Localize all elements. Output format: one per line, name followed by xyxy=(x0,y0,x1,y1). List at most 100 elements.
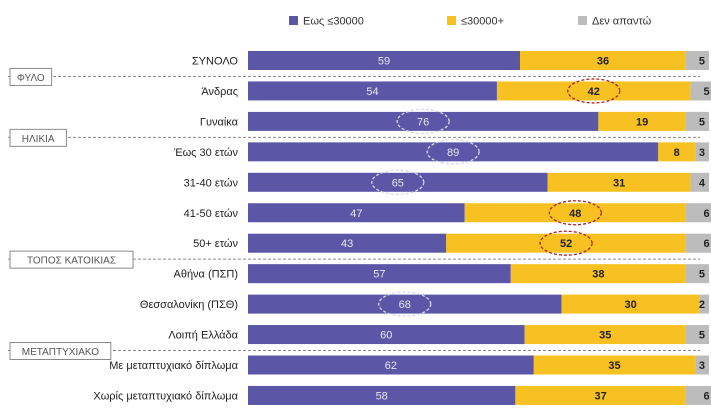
data-label-row4-series0: 65 xyxy=(392,177,404,189)
legend-swatch-1 xyxy=(447,16,456,25)
category-label-2: Γυναίκα xyxy=(200,116,239,128)
data-label-row9-series0: 60 xyxy=(380,330,392,342)
highlight-ellipse-1 xyxy=(396,108,450,135)
bar-row9-series0 xyxy=(248,325,525,345)
data-label-row6-series1: 52 xyxy=(560,238,572,250)
data-label-row10-series0: 62 xyxy=(385,360,397,372)
bar-row7-series2 xyxy=(685,264,709,284)
data-label-row5-series1: 48 xyxy=(569,208,581,220)
bar-row10-series1 xyxy=(533,355,696,375)
highlight-ellipse-6 xyxy=(378,291,432,317)
category-label-1: Άνδρας xyxy=(201,86,238,98)
data-label-row9-series2: 5 xyxy=(699,330,705,342)
data-label-row8-series1: 30 xyxy=(625,299,637,311)
bar-row1-series0 xyxy=(248,81,497,101)
data-label-row3-series2: 3 xyxy=(699,147,705,159)
bar-row9-series2 xyxy=(685,325,709,345)
bar-row5-series1 xyxy=(464,203,686,223)
bar-row4-series1 xyxy=(547,172,691,192)
bar-row11-series2 xyxy=(685,385,711,405)
legend-label-1: ≤30000+ xyxy=(461,16,504,28)
bar-row1-series1 xyxy=(496,81,691,101)
group-label-2: ΤΟΠΟΣ ΚΑΤΟΙΚΙΑΣ xyxy=(27,256,116,267)
data-label-row4-series1: 31 xyxy=(613,177,625,189)
category-label-6: 50+ ετών xyxy=(193,238,238,250)
bar-row1-series2 xyxy=(690,81,711,101)
group-label-box-0 xyxy=(9,67,53,86)
bar-row0-series2 xyxy=(685,51,709,70)
highlight-ellipse-2 xyxy=(426,139,480,165)
data-label-row2-series1: 19 xyxy=(636,116,648,128)
bar-row11-series0 xyxy=(248,385,516,405)
bar-row4-series2 xyxy=(690,172,709,192)
category-label-5: 41-50 ετών xyxy=(184,208,239,220)
legend-label-2: Δεν απαντώ xyxy=(592,16,652,28)
bar-row2-series2 xyxy=(685,111,709,131)
category-label-11: Χωρίς μεταπτυχιακό δίπλωμα xyxy=(93,390,238,402)
highlight-ellipse-3 xyxy=(371,169,425,195)
data-label-row3-series0: 89 xyxy=(447,147,459,159)
data-label-row6-series2: 6 xyxy=(703,238,709,250)
data-label-row5-series2: 6 xyxy=(703,208,709,220)
bar-row7-series0 xyxy=(248,264,511,284)
data-label-row2-series0: 76 xyxy=(417,116,429,128)
group-label-0: ΦΥΛΟ xyxy=(17,73,45,84)
data-label-row6-series0: 43 xyxy=(341,238,353,250)
category-label-3: Έως 30 ετών xyxy=(173,147,239,159)
data-label-row2-series2: 5 xyxy=(699,116,705,128)
data-label-row11-series2: 6 xyxy=(703,390,709,402)
legend-swatch-0 xyxy=(289,16,298,25)
legend-label-0: Εως ≤30000 xyxy=(303,16,364,28)
bar-row10-series0 xyxy=(248,355,534,375)
category-label-7: Αθήνα (ΠΣΠ) xyxy=(173,269,238,281)
data-label-row8-series2: 2 xyxy=(699,299,705,311)
group-label-box-2 xyxy=(9,250,134,269)
data-label-row0-series1: 36 xyxy=(597,56,609,68)
data-label-row5-series0: 47 xyxy=(350,208,362,220)
data-label-row4-series2: 4 xyxy=(699,177,706,189)
category-label-9: Λοιπή Ελλάδα xyxy=(168,330,238,342)
bar-row4-series0 xyxy=(248,172,548,192)
category-label-0: ΣΥΝΟΛΟ xyxy=(192,56,239,68)
data-label-row10-series1: 35 xyxy=(608,360,620,372)
data-label-row11-series1: 37 xyxy=(595,390,607,402)
bar-row6-series2 xyxy=(685,233,711,253)
bar-row2-series1 xyxy=(598,111,686,131)
bar-row5-series0 xyxy=(248,203,465,223)
bar-row8-series0 xyxy=(248,294,562,314)
bar-row3-series2 xyxy=(695,142,709,162)
data-label-row0-series0: 59 xyxy=(378,56,390,68)
bar-row2-series0 xyxy=(248,111,599,131)
group-label-box-3 xyxy=(9,342,112,360)
bar-row8-series1 xyxy=(561,294,700,314)
data-label-row7-series1: 38 xyxy=(592,269,604,281)
data-label-row1-series1: 42 xyxy=(588,86,600,98)
bar-row3-series0 xyxy=(248,142,659,162)
bar-row0-series1 xyxy=(519,51,686,70)
data-label-row9-series1: 35 xyxy=(599,330,611,342)
data-label-row11-series0: 58 xyxy=(376,390,388,402)
group-label-3: ΜΕΤΑΠΤΥΧΙΑΚΟ xyxy=(22,347,100,358)
data-label-row10-series2: 3 xyxy=(699,360,705,372)
highlight-ellipse-5 xyxy=(539,230,593,256)
data-label-row1-series2: 5 xyxy=(703,86,709,98)
data-label-row1-series0: 54 xyxy=(366,86,378,98)
category-label-4: 31-40 ετών xyxy=(184,177,239,189)
bar-row0-series0 xyxy=(248,51,520,70)
group-label-box-1 xyxy=(9,128,67,147)
bar-row9-series1 xyxy=(524,325,686,345)
bar-row7-series1 xyxy=(510,264,686,284)
data-label-row0-series2: 5 xyxy=(699,56,705,68)
data-label-row7-series2: 5 xyxy=(699,269,705,281)
bar-row6-series0 xyxy=(248,233,447,253)
bar-row5-series2 xyxy=(685,203,711,223)
bar-row11-series1 xyxy=(515,385,686,405)
legend-swatch-2 xyxy=(578,16,587,25)
bar-row10-series2 xyxy=(695,355,709,375)
bar-row8-series2 xyxy=(699,294,709,314)
group-label-1: ΗΛΙΚΙΑ xyxy=(22,134,55,145)
category-label-10: Με μεταπτυχιακό δίπλωμα xyxy=(109,360,238,372)
bar-row3-series1 xyxy=(658,142,696,162)
